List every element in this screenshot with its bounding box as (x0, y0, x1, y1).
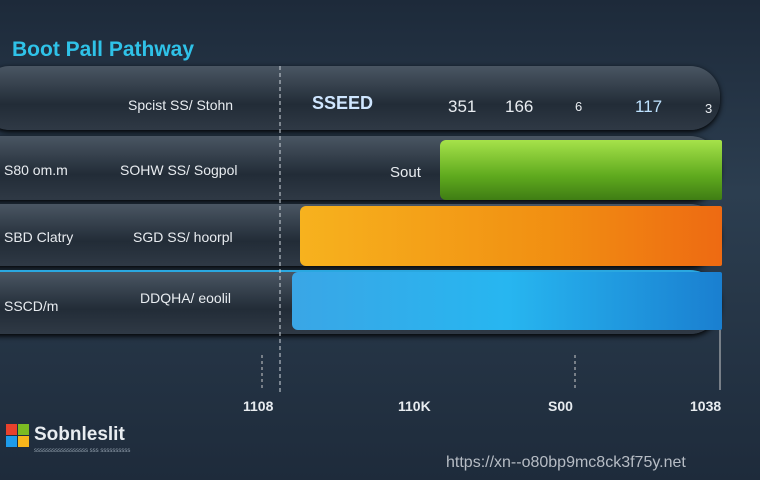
side-label: SBD Clatry (4, 229, 74, 245)
logo (6, 436, 17, 447)
header-value: 3 (705, 101, 713, 116)
bar-label: Sout (390, 164, 421, 181)
axis-label: S00 (548, 398, 573, 414)
row-label: DDQHA/ eoolil (140, 290, 232, 306)
header-value: 166 (505, 97, 534, 116)
side-label: SSCD/m (4, 298, 59, 314)
blue-bar (292, 272, 722, 330)
side-label: S80 om.m (4, 162, 68, 178)
header-label: Spcist SS/ Stohn (128, 97, 234, 113)
row-label: SGD SS/ hoorpl (133, 229, 233, 245)
header-value: 6 (575, 99, 583, 114)
axis-label: 110K (398, 398, 431, 414)
axis-label: 1038 (690, 398, 722, 414)
orange-bar (300, 206, 722, 266)
title: Boot Pall Pathway (12, 38, 195, 61)
logo (18, 424, 29, 435)
logo (6, 424, 17, 435)
row-label: SOHW SS/ Sogpol (120, 162, 238, 178)
badge: SSEED (312, 93, 374, 113)
header-value: 117 (635, 97, 663, 116)
axis-label: 1108 (243, 398, 274, 414)
tagline: ssssssssssssssssss sss ssssssssss (34, 448, 131, 454)
watermark: https://xn--o80bp9mc8ck3f75y.net (446, 454, 686, 471)
header-value: 351 (448, 97, 477, 116)
brand: Sobnleslit (34, 424, 125, 445)
logo (18, 436, 29, 447)
header-band (0, 66, 720, 130)
green-bar (440, 140, 722, 200)
